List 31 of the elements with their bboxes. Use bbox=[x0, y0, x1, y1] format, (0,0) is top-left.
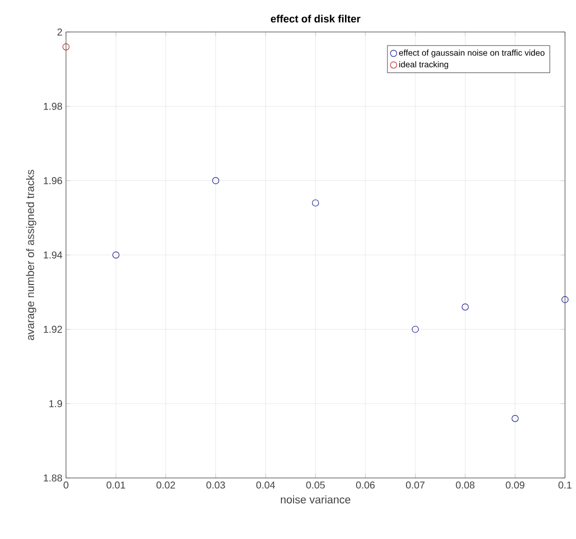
chart-title: effect of disk filter bbox=[270, 14, 360, 22]
x-tick-label: 0.02 bbox=[156, 482, 176, 489]
x-tick-label: 0.09 bbox=[506, 482, 524, 489]
x-tick-label: 0.01 bbox=[106, 482, 126, 489]
point bbox=[212, 177, 220, 184]
point bbox=[112, 252, 120, 258]
y-tick-label: 1.98 bbox=[44, 102, 62, 110]
x-tick-label: 0.06 bbox=[356, 482, 375, 489]
legend-label: effect of gaussain noise on traffic video bbox=[399, 50, 544, 58]
x-tick-label: 0.03 bbox=[206, 482, 225, 489]
x-tick-label: 0.05 bbox=[306, 482, 325, 489]
x-tick-label: 0.1 bbox=[558, 482, 572, 489]
point bbox=[512, 415, 519, 422]
x-tick-label: 0 bbox=[64, 482, 68, 489]
x-tick-label: 0.07 bbox=[406, 482, 425, 489]
point bbox=[562, 296, 568, 304]
y-tick-label: 1.94 bbox=[44, 251, 62, 259]
y-tick-label: 1.96 bbox=[44, 177, 62, 184]
x-tick-label: 0.08 bbox=[456, 482, 474, 489]
legend-label: ideal tracking bbox=[399, 61, 448, 70]
x-tick-label: 0.04 bbox=[256, 482, 276, 489]
y-tick-label: 2 bbox=[57, 28, 62, 36]
x-axis-title: noise variance bbox=[280, 495, 350, 504]
y-tick-label: 1.88 bbox=[44, 474, 62, 482]
point bbox=[62, 43, 70, 50]
point bbox=[312, 199, 319, 206]
y-tick-label: 1.9 bbox=[49, 400, 62, 408]
y-axis-title: avarage number of assigned tracks bbox=[26, 170, 36, 340]
y-tick-label: 1.92 bbox=[44, 326, 62, 333]
point bbox=[412, 326, 419, 333]
point bbox=[462, 304, 469, 311]
